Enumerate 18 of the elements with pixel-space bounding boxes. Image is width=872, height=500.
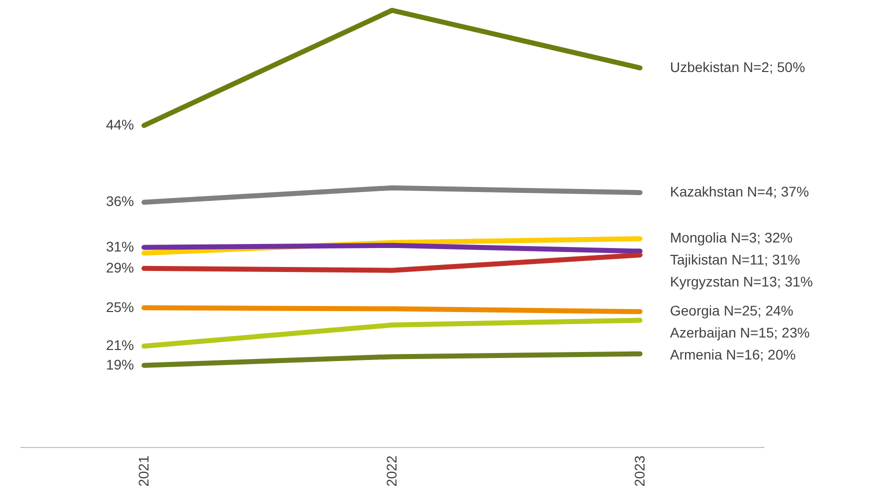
text: Georgia N=25; 24% — [670, 302, 794, 319]
data-label: 31% — [106, 238, 134, 254]
x-tick-label: 2022 — [384, 455, 400, 487]
data-label: 29% — [106, 259, 134, 276]
x-tick-label: 2023 — [632, 455, 648, 487]
data-label: 36% — [106, 193, 134, 210]
text: Mongolia N=3; 32% — [670, 230, 793, 246]
data-label: 21% — [106, 337, 134, 354]
text: Tajikistan N=11; 31% — [670, 252, 800, 268]
data-label: 25% — [106, 298, 134, 315]
text: Azerbaijan N=15; 23% — [670, 324, 810, 341]
text: Uzbekistan N=2; 50% — [670, 58, 806, 75]
text: Kazakhstan N=4; 37% — [670, 184, 809, 200]
x-tick-label: 2021 — [136, 455, 152, 487]
text: Armenia N=16; 20% — [670, 346, 796, 363]
data-label: 19% — [106, 356, 134, 372]
data-label: 44% — [106, 116, 134, 132]
text: Kyrgyzstan N=13; 31% — [670, 274, 813, 290]
